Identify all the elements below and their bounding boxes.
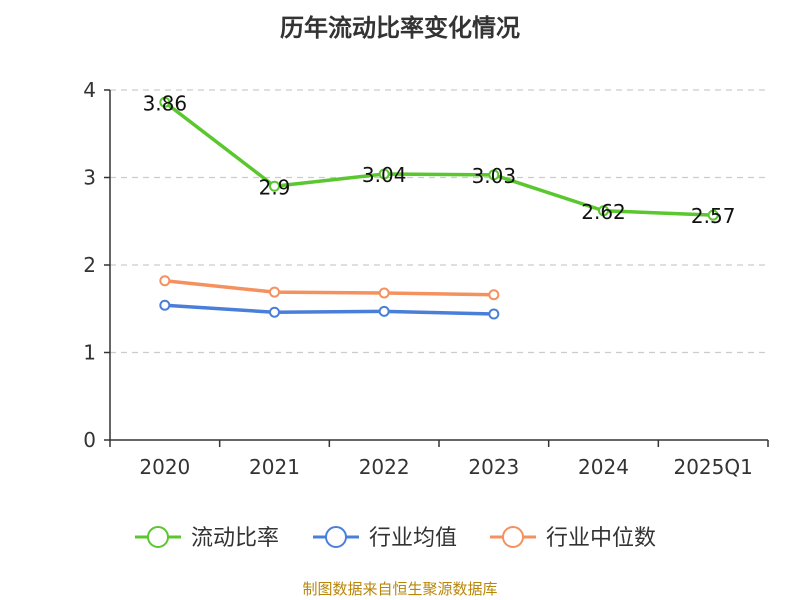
data-point[interactable]	[707, 209, 719, 221]
data-label: 3.04	[362, 163, 407, 187]
data-point[interactable]	[269, 306, 280, 318]
x-tick-label: 2020	[139, 455, 190, 479]
data-point[interactable]	[378, 168, 390, 180]
legend: 流动比率 行业均值 行业中位数	[135, 526, 656, 551]
y-tick-label: 2	[83, 253, 96, 277]
legend-marker-icon	[325, 526, 347, 548]
data-labels: 3.86 2.9 3.04 3.03 2.62 2.57	[143, 91, 736, 228]
data-point[interactable]	[159, 96, 171, 108]
data-point[interactable]	[269, 286, 280, 298]
series-line	[164, 279, 494, 297]
x-tick-label: 2023	[468, 455, 519, 479]
axes: 0 1 2 3 4 2020 2021 2022 2023 2024 2025Q1	[83, 78, 769, 479]
data-point[interactable]	[159, 275, 171, 287]
y-tick-label: 4	[83, 78, 96, 102]
x-tick-label: 2025Q1	[673, 455, 752, 479]
data-point[interactable]	[488, 289, 500, 301]
data-point[interactable]	[598, 205, 609, 217]
data-point[interactable]	[159, 299, 171, 311]
legend-item[interactable]: 行业中位数	[490, 526, 656, 551]
legend-item[interactable]: 行业均值	[313, 526, 457, 551]
legend-marker-icon	[502, 526, 524, 548]
data-label: 3.86	[143, 91, 188, 115]
legend-label: 行业中位数	[546, 526, 656, 551]
data-point[interactable]	[378, 305, 390, 317]
legend-item[interactable]: 流动比率	[135, 526, 279, 551]
legend-marker-icon	[147, 526, 169, 548]
legend-label: 流动比率	[191, 526, 279, 551]
data-point[interactable]	[488, 308, 500, 320]
data-label: 3.03	[472, 164, 517, 188]
legend-label: 行业均值	[369, 526, 457, 551]
series-line	[163, 100, 714, 217]
source-footer: 制图数据来自恒生聚源数据库	[302, 580, 498, 598]
data-label: 2.62	[581, 200, 626, 224]
x-tick-label: 2024	[578, 455, 629, 479]
data-label: 2.9	[259, 175, 291, 199]
data-point[interactable]	[269, 180, 280, 192]
data-label: 2.57	[691, 204, 736, 228]
y-tick-label: 3	[83, 166, 96, 190]
data-point[interactable]	[488, 169, 500, 181]
x-tick-label: 2022	[359, 455, 410, 479]
series-group	[159, 96, 719, 320]
y-tick-label: 0	[83, 428, 96, 452]
y-tick-label: 1	[83, 341, 96, 365]
data-point[interactable]	[378, 287, 390, 299]
x-tick-label: 2021	[249, 455, 300, 479]
series-line	[164, 303, 494, 316]
chart-title: 历年流动比率变化情况	[280, 14, 520, 42]
